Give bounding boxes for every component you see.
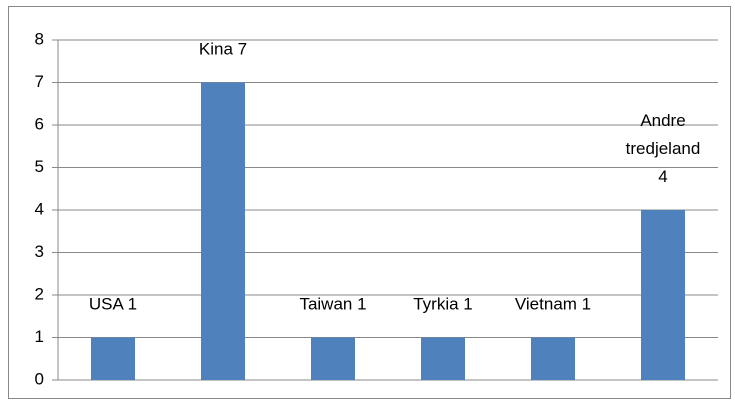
bar: [421, 337, 465, 380]
data-label: Taiwan 1: [299, 295, 366, 314]
data-label: Kina 7: [199, 40, 247, 59]
bar: [531, 337, 575, 380]
y-tick-label: 0: [35, 369, 44, 388]
bar: [91, 337, 135, 380]
data-label: USA 1: [89, 295, 137, 314]
y-tick-label: 7: [35, 72, 44, 91]
bar: [311, 337, 355, 380]
chart-border: [8, 6, 731, 399]
y-tick-label: 5: [35, 157, 44, 176]
y-tick-label: 3: [35, 242, 44, 261]
data-label: Vietnam 1: [515, 295, 591, 314]
bar: [201, 82, 245, 380]
bar: [641, 210, 685, 380]
data-label: Andre tredjeland 4: [626, 111, 701, 186]
y-tick-label: 4: [35, 199, 44, 218]
data-label: Tyrkia 1: [413, 295, 473, 314]
y-tick-label: 8: [35, 29, 44, 48]
y-tick-label: 1: [35, 327, 44, 346]
y-tick-label: 6: [35, 114, 44, 133]
y-tick-label: 2: [35, 284, 44, 303]
